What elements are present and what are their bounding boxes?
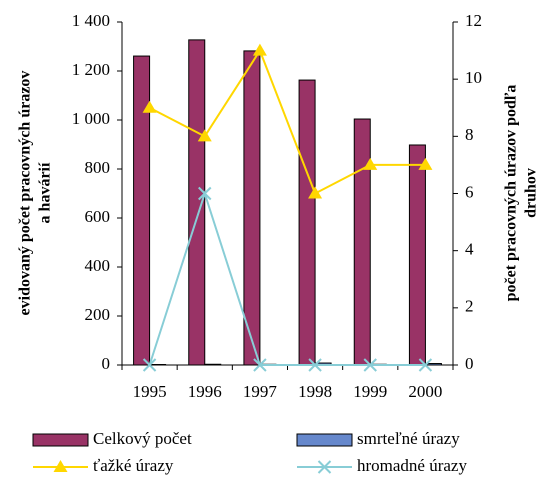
marker <box>253 358 267 372</box>
marker <box>198 186 212 201</box>
y-tick-label: 800 <box>85 158 111 177</box>
bar <box>133 55 151 366</box>
x-tick-label: 1998 <box>298 382 332 401</box>
y-tick-label: 600 <box>85 207 111 226</box>
legend-label: ťažké úrazy <box>93 456 174 475</box>
marker <box>142 100 157 113</box>
marker <box>308 358 322 372</box>
bar <box>204 363 222 366</box>
legend-swatch <box>32 433 89 447</box>
x-tick-label: 1999 <box>353 382 387 401</box>
line <box>148 190 426 366</box>
x-tick-label: 1996 <box>188 382 222 401</box>
y2-tick-label: 4 <box>465 240 474 259</box>
x-tick-label: 1997 <box>243 382 278 401</box>
marker <box>197 129 212 142</box>
y-tick-label: 1 400 <box>72 11 110 30</box>
x-tick-label: 1995 <box>133 382 167 401</box>
legend-label: hromadné úrazy <box>357 456 467 475</box>
marker <box>418 358 433 372</box>
bar <box>298 79 316 366</box>
y2-tick-label: 0 <box>465 354 474 373</box>
legend-swatch <box>296 433 353 447</box>
y2-tick-label: 10 <box>465 68 482 87</box>
legend-marker <box>53 460 68 472</box>
legend-label: smrteľné úrazy <box>357 429 460 448</box>
y2-axis-title: druhov <box>523 168 540 218</box>
y-tick-label: 1 000 <box>72 109 110 128</box>
marker <box>418 157 433 170</box>
marker <box>308 186 323 199</box>
line <box>149 48 426 195</box>
y2-tick-label: 12 <box>465 11 482 30</box>
y2-tick-label: 6 <box>465 182 474 201</box>
bar <box>188 39 206 366</box>
y-axis-title: a havárií <box>37 162 54 223</box>
y2-tick-label: 2 <box>465 297 474 316</box>
bar <box>353 118 371 366</box>
bar <box>243 50 261 366</box>
y-tick-label: 200 <box>85 305 111 324</box>
y-tick-label: 1 200 <box>72 60 110 79</box>
marker <box>363 157 378 170</box>
marker <box>363 358 377 372</box>
y2-tick-label: 8 <box>465 125 474 144</box>
x-tick-label: 2000 <box>408 382 442 401</box>
y2-axis-title: počet pracovných úrazov podľa <box>503 85 520 302</box>
y-axis-title: evidovaný počet pracovných úrazov <box>17 71 34 316</box>
legend-marker <box>317 460 332 474</box>
marker <box>252 43 267 56</box>
legend-label: Celkový počet <box>93 429 192 448</box>
marker <box>142 358 157 372</box>
y-tick-label: 400 <box>85 256 111 275</box>
y-tick-label: 0 <box>102 354 111 373</box>
bar <box>408 144 426 366</box>
